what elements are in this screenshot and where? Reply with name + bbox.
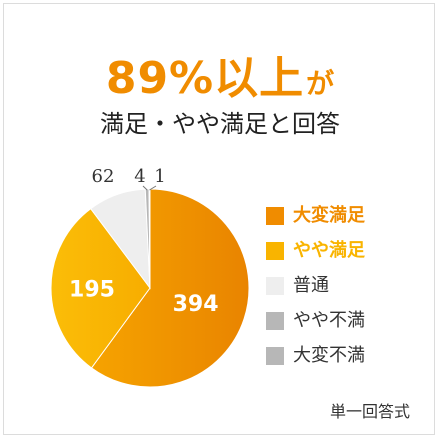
legend: 大変満足やや満足普通やや不満大変不満 <box>266 198 426 373</box>
legend-label-4: やや不満 <box>293 310 365 331</box>
data-label-1: 394 <box>173 292 219 317</box>
data-label-5: 1 <box>154 166 165 187</box>
pie-slice-1 <box>90 188 250 388</box>
legend-swatch-1 <box>266 207 284 225</box>
leader-line-4 <box>142 185 148 191</box>
legend-swatch-3 <box>266 277 284 295</box>
legend-swatch-4 <box>266 312 284 330</box>
headline: 89%以上が <box>0 42 440 106</box>
footer-note: 単一回答式 <box>329 402 410 421</box>
legend-item-4: やや不満 <box>266 303 426 338</box>
legend-label-1: 大変満足 <box>293 205 365 226</box>
pie-slice-5 <box>148 188 151 289</box>
legend-label-2: やや満足 <box>293 240 365 261</box>
data-label-4: 4 <box>134 166 145 187</box>
legend-swatch-5 <box>266 347 284 365</box>
leader-line-5 <box>149 185 157 191</box>
legend-item-2: やや満足 <box>266 233 426 268</box>
legend-item-3: 普通 <box>266 268 426 303</box>
headline-tail: が <box>306 67 335 100</box>
subtitle: 満足・やや満足と回答 <box>100 110 340 138</box>
legend-swatch-2 <box>266 242 284 260</box>
data-label-3: 62 <box>92 166 115 187</box>
data-label-2: 195 <box>69 277 115 302</box>
headline-main: 89%以上 <box>105 53 305 104</box>
legend-item-1: 大変満足 <box>266 198 426 233</box>
legend-label-5: 大変不満 <box>293 345 365 366</box>
legend-item-5: 大変不満 <box>266 338 426 373</box>
legend-label-3: 普通 <box>293 275 329 296</box>
pie-slice-2 <box>50 207 151 369</box>
